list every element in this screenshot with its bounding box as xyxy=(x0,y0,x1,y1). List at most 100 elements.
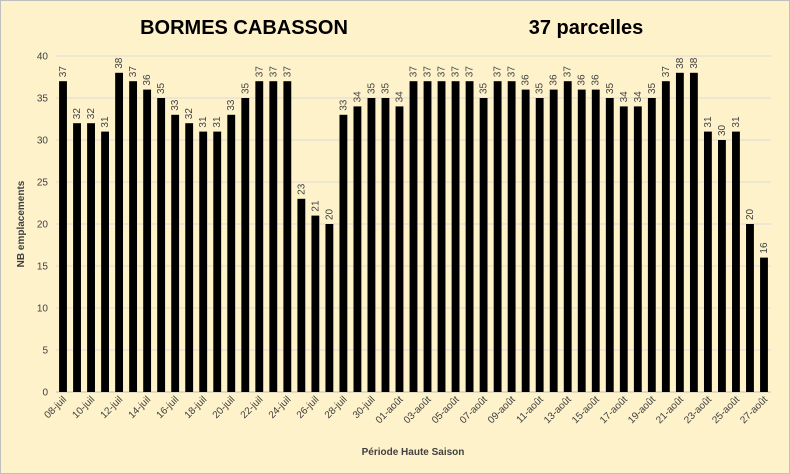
bar xyxy=(381,98,390,392)
x-tick-label: 25-août xyxy=(710,394,742,426)
bar xyxy=(521,89,530,392)
data-label: 31 xyxy=(198,116,209,128)
data-label: 31 xyxy=(731,116,742,128)
bar xyxy=(479,98,488,392)
x-tick-label: 19-août xyxy=(626,394,658,426)
x-tick-label: 23-août xyxy=(682,394,714,426)
data-label: 37 xyxy=(58,66,69,78)
y-tick-label: 15 xyxy=(37,262,49,273)
data-label: 35 xyxy=(240,82,251,94)
bar xyxy=(451,81,460,392)
data-label: 37 xyxy=(409,66,420,78)
data-label: 37 xyxy=(268,66,279,78)
data-label: 38 xyxy=(689,57,700,69)
x-tick-label: 01-août xyxy=(374,394,406,426)
bar xyxy=(269,81,278,392)
x-tick-label: 17-août xyxy=(598,394,630,426)
bar xyxy=(591,89,600,392)
data-label: 37 xyxy=(661,66,672,78)
data-label: 32 xyxy=(86,108,97,120)
bar xyxy=(465,81,474,392)
bar xyxy=(423,81,432,392)
y-tick-label: 35 xyxy=(37,94,49,105)
data-label: 36 xyxy=(577,74,588,86)
bar xyxy=(493,81,502,392)
data-label: 35 xyxy=(156,82,167,94)
bar xyxy=(535,98,544,392)
x-tick-label: 18-juil xyxy=(183,394,210,421)
data-label: 36 xyxy=(142,74,153,86)
bar xyxy=(199,131,208,392)
y-axis-ticks: 0 5 10 15 20 25 30 35 40 xyxy=(37,52,49,399)
x-tick-label: 26-juil xyxy=(295,394,322,421)
y-tick-label: 25 xyxy=(37,178,49,189)
bar xyxy=(605,98,614,392)
x-tick-label: 22-juil xyxy=(239,394,266,421)
bar xyxy=(703,131,712,392)
data-label: 34 xyxy=(352,91,363,103)
bar xyxy=(325,224,334,392)
data-label: 33 xyxy=(226,99,237,111)
x-axis-ticks: 08-juil 10-juil 12-juil 14-juil 16-juil 18-ju… xyxy=(42,394,770,426)
x-tick-label: 07-août xyxy=(458,394,490,426)
data-label: 31 xyxy=(703,116,714,128)
bar xyxy=(283,81,292,392)
x-tick-label: 30-juil xyxy=(351,394,378,421)
bar xyxy=(115,72,124,393)
x-tick-label: 11-août xyxy=(515,394,546,425)
bar xyxy=(619,106,628,393)
x-tick-label: 27-août xyxy=(738,394,770,426)
x-tick-label: 13-août xyxy=(542,394,574,426)
bar xyxy=(689,72,698,393)
y-tick-label: 20 xyxy=(37,220,49,231)
data-label: 37 xyxy=(128,66,139,78)
data-label: 35 xyxy=(366,82,377,94)
y-tick-label: 40 xyxy=(37,52,49,63)
data-label: 37 xyxy=(493,66,504,78)
y-tick-label: 0 xyxy=(42,388,48,399)
bar xyxy=(746,224,754,392)
data-label: 20 xyxy=(324,208,335,220)
x-tick-label: 15-août xyxy=(570,394,602,426)
data-label: 31 xyxy=(100,116,111,128)
data-label: 37 xyxy=(451,66,462,78)
x-tick-label: 24-juil xyxy=(267,394,294,421)
data-label: 37 xyxy=(465,66,476,78)
data-label: 37 xyxy=(423,66,434,78)
x-tick-label: 05-août xyxy=(430,394,462,426)
bar xyxy=(549,89,558,392)
data-label: 37 xyxy=(437,66,448,78)
bar xyxy=(171,114,180,393)
data-label: 31 xyxy=(212,116,223,128)
data-label: 30 xyxy=(717,124,728,136)
chart-title: BORMES CABASSON xyxy=(140,17,348,39)
x-tick-label: 20-juil xyxy=(211,394,238,421)
data-label: 32 xyxy=(184,108,195,120)
bar xyxy=(353,106,362,393)
bar xyxy=(577,89,586,392)
y-tick-label: 30 xyxy=(37,136,49,147)
data-label: 23 xyxy=(296,183,307,195)
bar xyxy=(129,81,138,392)
data-label: 16 xyxy=(759,242,770,254)
bar xyxy=(718,140,726,392)
bar xyxy=(339,114,348,393)
bar xyxy=(213,131,222,392)
data-label: 35 xyxy=(647,82,658,94)
data-label: 36 xyxy=(521,74,532,86)
bar xyxy=(143,89,152,392)
bar xyxy=(297,198,306,392)
x-axis-title: Période Haute Saison xyxy=(362,447,465,458)
bar xyxy=(675,72,684,393)
bar xyxy=(409,81,418,392)
bar xyxy=(157,98,166,392)
x-tick-label: 21-août xyxy=(654,394,686,426)
bar xyxy=(59,81,67,392)
data-label: 21 xyxy=(310,200,321,212)
bar xyxy=(732,131,740,392)
data-label: 36 xyxy=(591,74,602,86)
y-axis-title: NB emplacements xyxy=(16,180,27,267)
data-label: 38 xyxy=(114,57,125,69)
